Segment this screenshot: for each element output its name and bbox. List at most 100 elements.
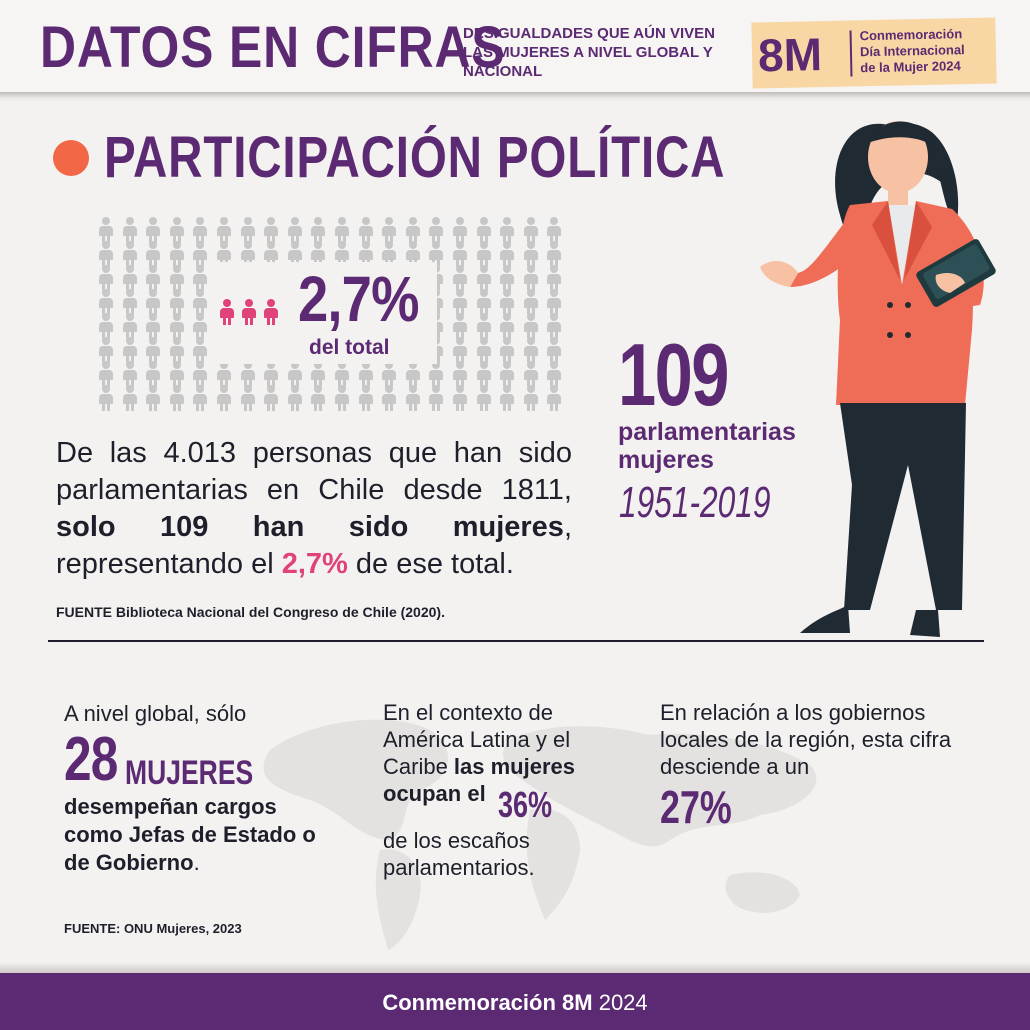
person-icon — [334, 361, 350, 387]
badge-line3: de la Mujer 2024 — [860, 58, 961, 76]
footer-text: Conmemoración 8M 2024 — [0, 990, 1030, 1016]
person-icon — [310, 385, 326, 411]
stat-number: 109 — [618, 325, 729, 424]
person-icon — [122, 385, 138, 411]
col1-text-end: . — [193, 850, 200, 875]
stat-years: 1951-2019 — [619, 478, 771, 527]
person-icon — [145, 217, 161, 243]
person-icon — [310, 361, 326, 387]
person-icon — [476, 361, 492, 387]
col1-text-bold: desempeñan cargos como Jefas de Estado o… — [64, 794, 316, 875]
person-icon — [145, 337, 161, 363]
para-part3: , representando el — [56, 511, 572, 580]
person-icon — [240, 217, 256, 243]
woman-illustration — [760, 121, 996, 637]
person-icon — [98, 385, 114, 411]
person-icon — [358, 361, 374, 387]
header-title: DATOS EN CIFRAS — [40, 15, 506, 80]
person-icon — [169, 337, 185, 363]
person-icon — [145, 385, 161, 411]
person-icon — [476, 337, 492, 363]
source-note: FUENTE Biblioteca Nacional del Congreso … — [56, 604, 445, 620]
percent-label: del total — [309, 336, 390, 359]
source-text: Biblioteca Nacional del Congreso de Chil… — [112, 604, 445, 620]
person-icon — [122, 289, 138, 315]
header-subtitle: DESIGUALDADES QUE AÚN VIVEN LAS MUJERES … — [463, 25, 715, 80]
col3-percent: 27% — [660, 781, 732, 833]
person-icon — [452, 217, 468, 243]
person-icon — [216, 361, 232, 387]
col2-text1: En el contexto de América Latina y el Ca… — [383, 700, 571, 779]
person-icon — [98, 265, 114, 291]
footer-bold: Conmemoración 8M — [382, 990, 593, 1015]
person-icon — [499, 265, 515, 291]
person-icon — [169, 289, 185, 315]
person-icon — [122, 217, 138, 243]
source-note-2: FUENTE: ONU Mujeres, 2023 — [64, 921, 242, 936]
person-icon — [192, 313, 208, 339]
person-icon — [523, 337, 539, 363]
person-icon-highlighted — [219, 299, 235, 325]
person-icon — [98, 361, 114, 387]
person-icon — [122, 241, 138, 267]
stat-label: parlamentarias mujeres — [618, 418, 796, 474]
header-shadow — [0, 92, 1030, 102]
person-icon — [452, 289, 468, 315]
person-icon — [499, 217, 515, 243]
person-icon — [546, 265, 562, 291]
person-icon — [452, 385, 468, 411]
person-icon — [263, 361, 279, 387]
person-icon — [334, 217, 350, 243]
person-icon — [240, 361, 256, 387]
person-icon — [169, 217, 185, 243]
person-icon — [476, 241, 492, 267]
person-icon — [452, 265, 468, 291]
col1-big-number: 28 — [64, 725, 118, 794]
person-icon — [287, 217, 303, 243]
para-part5: de ese total. — [347, 548, 514, 580]
person-icon — [192, 361, 208, 387]
person-icon — [546, 217, 562, 243]
person-icon — [358, 217, 374, 243]
person-icon — [523, 241, 539, 267]
person-icon — [499, 313, 515, 339]
person-icon — [428, 385, 444, 411]
person-icon — [192, 385, 208, 411]
person-icon — [405, 217, 421, 243]
footer-bar — [0, 973, 1030, 1030]
col2-text3: de los escaños parlamentarios. — [383, 828, 535, 880]
footer-shadow — [0, 962, 1030, 974]
person-icon — [169, 313, 185, 339]
person-icon — [523, 265, 539, 291]
person-icon — [476, 313, 492, 339]
person-icon — [122, 313, 138, 339]
person-icon — [192, 289, 208, 315]
person-icon — [452, 313, 468, 339]
person-icon — [499, 337, 515, 363]
person-icon — [310, 217, 326, 243]
person-icon — [192, 217, 208, 243]
person-icon — [216, 385, 232, 411]
footer-year: 2024 — [592, 990, 648, 1015]
person-icon — [169, 241, 185, 267]
person-icon — [381, 361, 397, 387]
person-icon — [169, 265, 185, 291]
col1-intro: A nivel global, sólo — [64, 701, 247, 726]
person-icon — [546, 337, 562, 363]
para-bold: solo 109 han sido mujeres — [56, 511, 564, 543]
person-icon-highlighted — [263, 299, 279, 325]
col3-text: En relación a los gobiernos locales de l… — [660, 700, 952, 779]
person-icon — [192, 265, 208, 291]
person-icon-highlighted — [241, 299, 257, 325]
person-icon — [381, 385, 397, 411]
person-icon — [169, 385, 185, 411]
person-icon — [145, 241, 161, 267]
col2-text: En el contexto de América Latina y el Ca… — [383, 699, 623, 807]
person-icon — [546, 241, 562, 267]
person-icon — [169, 361, 185, 387]
person-icon — [428, 217, 444, 243]
person-icon — [546, 313, 562, 339]
person-icon — [192, 241, 208, 267]
badge-big-text: 8M — [757, 28, 823, 82]
person-icon — [98, 217, 114, 243]
